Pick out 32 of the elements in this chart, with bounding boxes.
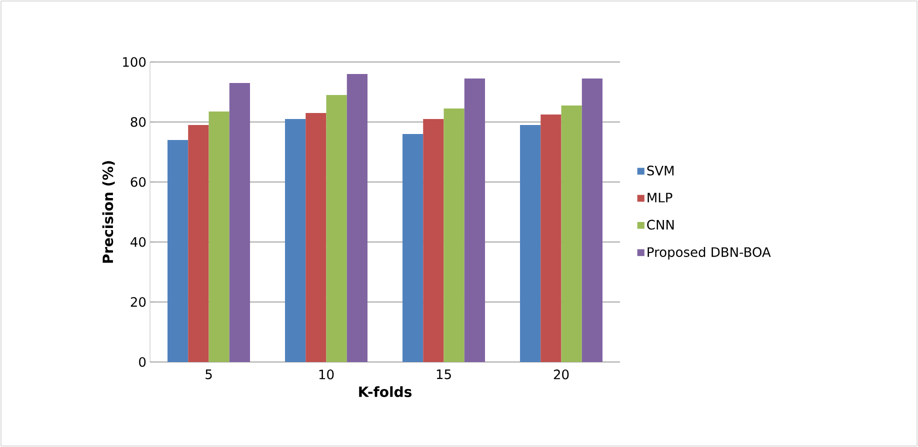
legend-label: SVM (647, 166, 674, 176)
bar (464, 78, 486, 362)
y-tick-label: 20 (130, 297, 146, 307)
bar (346, 74, 368, 362)
bar (582, 78, 603, 362)
y-tick-label: 40 (130, 237, 146, 247)
bar (168, 140, 188, 362)
x-tick-label: 20 (554, 370, 569, 380)
x-tick-label: 10 (319, 370, 334, 380)
legend-label: Proposed DBN-BOA (648, 246, 771, 260)
legend-label: MLP (648, 192, 672, 202)
y-tick-label: 60 (130, 177, 146, 187)
bar (402, 134, 424, 362)
x-axis-title: K-folds (359, 386, 412, 398)
bar (561, 105, 582, 362)
bar (520, 125, 541, 362)
bar (188, 125, 209, 362)
legend-label: CNN (647, 220, 674, 230)
bar (229, 83, 250, 362)
bar (423, 118, 444, 362)
y-tick-label: 0 (139, 357, 146, 367)
bar (208, 111, 230, 362)
y-axis-title: Precision (%) (102, 161, 115, 263)
y-tick-label: 100 (123, 57, 146, 67)
bar (540, 114, 562, 362)
bar (326, 94, 347, 362)
x-tick-label: 5 (206, 370, 212, 380)
bar (306, 112, 326, 362)
y-tick-label: 80 (130, 117, 146, 127)
bar (285, 118, 306, 362)
bar (444, 108, 464, 362)
x-tick-label: 15 (436, 370, 451, 380)
